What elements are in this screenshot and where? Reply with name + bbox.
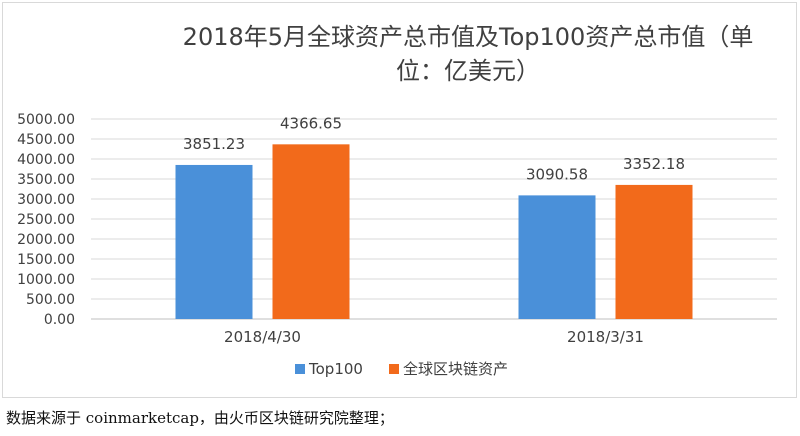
y-tick-label: 500.00 — [26, 292, 75, 308]
y-tick-label: 1000.00 — [17, 272, 75, 288]
chart-title-line1: 2018年5月全球资产总市值及Top100资产总市值（单 — [183, 23, 754, 51]
bar-top100-0 — [175, 164, 253, 319]
legend: Top100 全球区块链资产 — [295, 360, 508, 378]
x-tick-label: 2018/3/31 — [567, 328, 644, 346]
y-tick-label: 2500.00 — [17, 212, 75, 228]
y-tick-label: 3500.00 — [17, 172, 75, 188]
y-tick-label: 5000.00 — [17, 112, 75, 128]
x-tick-label: 2018/4/30 — [224, 328, 301, 346]
source-note: 数据来源于 coinmarketcap，由火币区块链研究院整理； — [6, 409, 394, 427]
legend-label: 全球区块链资产 — [403, 360, 508, 378]
data-label: 3090.58 — [526, 165, 588, 183]
legend-label: Top100 — [308, 360, 363, 378]
y-axis-ticks: 0.00 500.00 1000.00 1500.00 2000.00 2500.00 30… — [17, 112, 75, 328]
x-axis-ticks: 2018/4/30 2018/3/31 — [224, 328, 644, 346]
bar-global-0 — [272, 144, 350, 319]
y-tick-label: 2000.00 — [17, 232, 75, 248]
data-label: 4366.65 — [280, 114, 342, 132]
chart-frame: 2018年5月全球资产总市值及Top100资产总市值（单 位：亿美元） 0.00… — [2, 2, 797, 398]
bar-top100-1 — [518, 195, 596, 319]
legend-swatch — [295, 364, 305, 374]
y-tick-label: 4500.00 — [17, 132, 75, 148]
y-tick-label: 4000.00 — [17, 152, 75, 168]
legend-swatch — [389, 364, 399, 374]
bar-chart: 2018年5月全球资产总市值及Top100资产总市值（单 位：亿美元） 0.00… — [17, 23, 777, 378]
data-label: 3851.23 — [183, 135, 245, 153]
data-label: 3352.18 — [623, 155, 685, 173]
y-tick-label: 3000.00 — [17, 192, 75, 208]
bar-global-1 — [615, 184, 693, 319]
data-labels: 3851.23 4366.65 3090.58 3352.18 — [183, 114, 685, 183]
y-tick-label: 1500.00 — [17, 252, 75, 268]
chart-title-line2: 位：亿美元） — [396, 57, 540, 85]
y-tick-label: 0.00 — [44, 312, 75, 328]
bars — [175, 144, 693, 319]
